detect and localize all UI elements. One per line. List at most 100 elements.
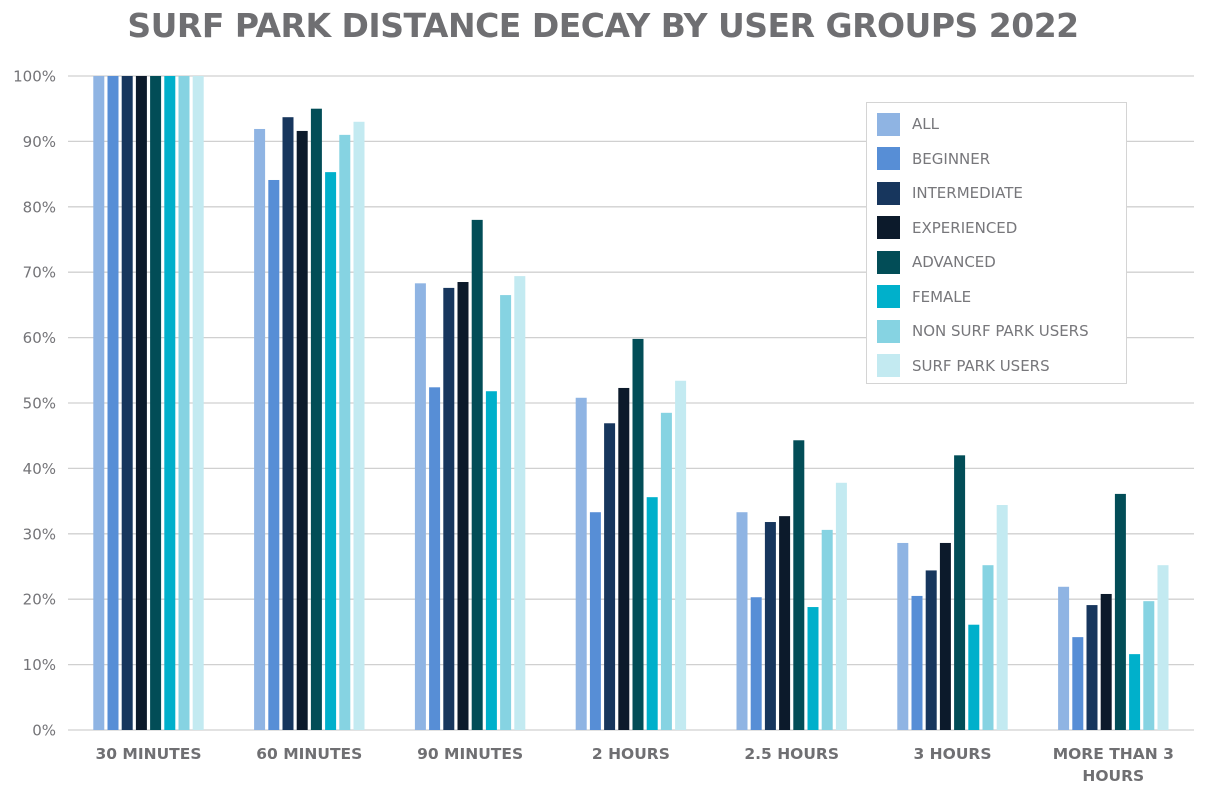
bar-experienced [939, 542, 951, 730]
bar-beginner [268, 179, 280, 731]
legend-swatch-icon [877, 250, 900, 274]
y-tick-label: 20% [23, 591, 56, 609]
legend-label: INTERMEDIATE [912, 184, 1023, 202]
bar-non-surf-park-users [1143, 601, 1155, 730]
x-tick-label: 60 MINUTES [256, 745, 362, 763]
bar-beginner [911, 595, 923, 730]
bar-advanced [954, 455, 966, 730]
bars [93, 76, 1169, 731]
bar-intermediate [764, 522, 776, 730]
legend-item: ADVANCED [877, 250, 996, 274]
bar-intermediate [925, 570, 937, 730]
legend-label: ALL [912, 115, 939, 133]
y-tick-label: 100% [13, 68, 56, 86]
bar-beginner [589, 512, 601, 730]
bar-all [897, 542, 909, 730]
legend-item: FEMALE [877, 285, 971, 309]
bar-non-surf-park-users [339, 134, 351, 731]
bar-surf-park-users [996, 505, 1008, 730]
legend-swatch-icon [877, 285, 900, 308]
bar-experienced [618, 387, 630, 730]
bar-group [414, 219, 526, 730]
bar-advanced [632, 338, 644, 730]
bar-experienced [457, 282, 469, 730]
legend-label: BEGINNER [912, 149, 991, 168]
legend-label: FEMALE [912, 287, 972, 306]
bar-female [968, 624, 980, 730]
bar-intermediate [1086, 605, 1098, 730]
bar-advanced [471, 219, 483, 730]
y-tick-label: 80% [23, 198, 56, 216]
bar-non-surf-park-users [821, 529, 833, 730]
legend-item: NON SURF PARK USERS [877, 319, 1089, 343]
legend-item: SURF PARK USERS [877, 354, 1050, 378]
bar-intermediate [604, 423, 616, 730]
bar-group [575, 338, 687, 730]
bar-surf-park-users [353, 121, 365, 730]
x-tick-label: 30 MINUTES [95, 745, 201, 763]
legend-item: BEGINNER [877, 147, 990, 171]
bar-group [736, 440, 847, 730]
bar-surf-park-users [675, 380, 687, 730]
x-axis-labels: 30 MINUTES 60 MINUTES 90 MINUTES 2 HOURS 2.5… [95, 745, 1173, 785]
bar-experienced [779, 516, 791, 730]
bar-group [897, 455, 1008, 730]
bar-group [1058, 493, 1169, 730]
bar-all [254, 128, 266, 730]
bar-advanced [793, 440, 805, 730]
bar-intermediate [282, 117, 294, 730]
bar-intermediate [121, 76, 133, 730]
bar-experienced [1100, 593, 1112, 730]
bar-group [254, 108, 365, 731]
bar-group [93, 76, 204, 730]
bar-surf-park-users [835, 482, 847, 730]
bar-non-surf-park-users [660, 412, 672, 730]
y-tick-label: 40% [23, 460, 56, 478]
x-tick-label: MORE THAN 3 [1053, 745, 1174, 763]
y-tick-label: 50% [23, 395, 56, 413]
y-axis-ticks: 0% 10% 20% 30% 40% 50% 60% 70% 80% 90% 100% [13, 68, 56, 740]
x-tick-label: 90 MINUTES [417, 745, 523, 763]
bar-female [1129, 654, 1141, 730]
y-tick-label: 10% [23, 656, 56, 674]
legend-label: ADVANCED [912, 253, 996, 271]
y-tick-label: 60% [23, 329, 56, 347]
bar-experienced [296, 130, 308, 730]
bar-female [807, 607, 819, 730]
legend-swatch-icon [877, 147, 900, 170]
legend-item: INTERMEDIATE [877, 181, 1023, 205]
bar-non-surf-park-users [500, 295, 512, 730]
bar-female [164, 76, 176, 730]
legend-label: SURF PARK USERS [912, 356, 1050, 375]
x-tick-label: 2.5 HOURS [744, 745, 839, 763]
bar-all [1058, 586, 1070, 730]
bar-non-surf-park-users [178, 76, 190, 730]
bar-female [325, 172, 337, 730]
legend-swatch-icon [877, 216, 900, 239]
bar-surf-park-users [192, 76, 204, 730]
bar-female [485, 391, 497, 730]
bar-beginner [1072, 637, 1084, 730]
legend-label: NON SURF PARK USERS [912, 322, 1089, 340]
legend-swatch-icon [877, 354, 900, 377]
bar-intermediate [443, 287, 455, 730]
legend-label: EXPERIENCED [912, 218, 1018, 237]
y-tick-label: 70% [23, 264, 56, 282]
x-tick-label: 2 HOURS [592, 745, 670, 763]
bar-advanced [1114, 493, 1126, 730]
bar-female [646, 497, 658, 730]
legend-swatch-icon [877, 319, 900, 343]
y-tick-label: 90% [23, 133, 56, 151]
chart-title: SURF PARK DISTANCE DECAY BY USER GROUPS … [127, 6, 1079, 45]
legend-swatch-icon [877, 181, 900, 205]
x-tick-label: 3 HOURS [913, 745, 991, 763]
bar-beginner [750, 597, 762, 730]
bar-surf-park-users [514, 276, 526, 730]
bar-surf-park-users [1157, 565, 1169, 730]
bar-all [575, 397, 587, 730]
legend-swatch-icon [877, 112, 900, 136]
bar-non-surf-park-users [982, 565, 994, 730]
x-tick-label: HOURS [1082, 767, 1144, 785]
bar-advanced [150, 76, 162, 730]
